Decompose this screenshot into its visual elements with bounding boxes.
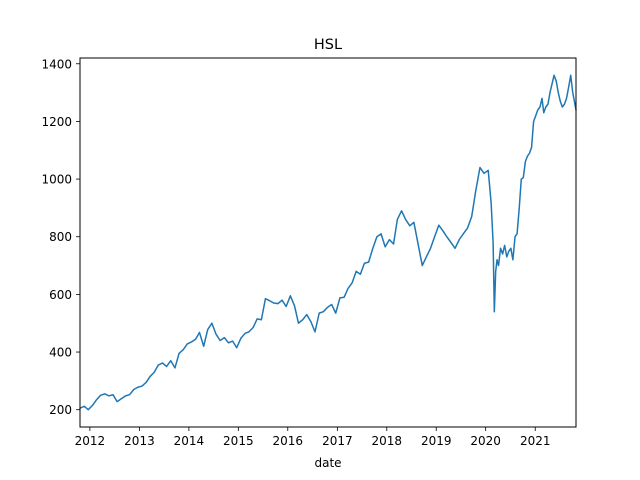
x-axis-label: date bbox=[314, 456, 341, 470]
y-tick-label: 800 bbox=[49, 230, 72, 244]
x-tick-label: 2015 bbox=[223, 434, 254, 448]
chart-title: HSL bbox=[314, 37, 342, 53]
y-tick-label: 1400 bbox=[41, 57, 72, 71]
y-tick-label: 1000 bbox=[41, 173, 72, 187]
x-tick-label: 2012 bbox=[75, 434, 106, 448]
y-tick-label: 200 bbox=[49, 403, 72, 417]
x-tick-label: 2017 bbox=[322, 434, 353, 448]
x-tick-label: 2016 bbox=[272, 434, 303, 448]
x-tick-label: 2021 bbox=[520, 434, 551, 448]
y-axis: 200 400 600 800 1000 1200 1400 bbox=[41, 57, 80, 417]
x-tick-label: 2019 bbox=[421, 434, 452, 448]
y-tick-label: 400 bbox=[49, 346, 72, 360]
x-axis: 2012 2013 2014 2015 2016 2017 2018 2019 2020 2021 bbox=[75, 427, 551, 448]
x-tick-label: 2014 bbox=[174, 434, 205, 448]
plot-area bbox=[79, 74, 577, 411]
y-tick-label: 1200 bbox=[41, 115, 72, 129]
x-tick-label: 2013 bbox=[124, 434, 155, 448]
x-tick-label: 2018 bbox=[372, 434, 403, 448]
y-tick-label: 600 bbox=[49, 288, 72, 302]
series-line bbox=[79, 74, 577, 411]
x-tick-label: 2020 bbox=[470, 434, 501, 448]
axes-frame bbox=[79, 57, 577, 428]
